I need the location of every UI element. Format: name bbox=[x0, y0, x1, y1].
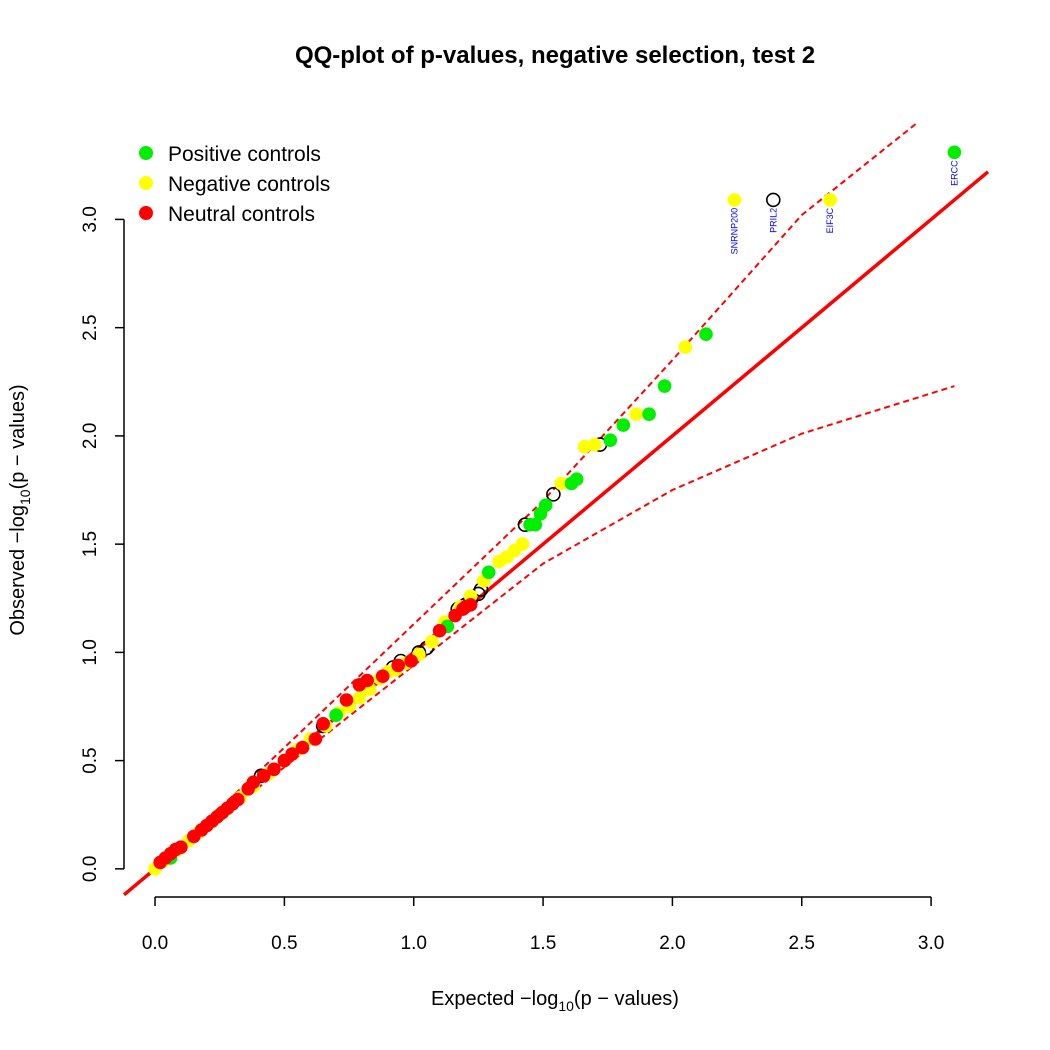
data-point bbox=[823, 193, 838, 207]
data-point bbox=[678, 340, 693, 354]
data-point bbox=[603, 433, 618, 448]
data-point bbox=[339, 693, 354, 707]
gene-label: EIF3C bbox=[825, 207, 835, 233]
data-point bbox=[642, 407, 656, 422]
data-point bbox=[538, 498, 553, 513]
x-tick-label: 1.5 bbox=[530, 933, 556, 954]
x-axis-label: Expected −log10(p − values) bbox=[431, 988, 679, 1014]
data-point bbox=[515, 537, 530, 551]
data-point bbox=[616, 418, 631, 432]
data-point bbox=[629, 407, 644, 422]
data-point bbox=[256, 768, 271, 783]
data-point bbox=[404, 654, 418, 668]
data-point bbox=[295, 740, 310, 755]
y-tick-label: 0.5 bbox=[80, 747, 101, 773]
data-point bbox=[316, 716, 331, 731]
data-point bbox=[546, 486, 561, 502]
confidence-band-upper bbox=[154, 121, 919, 870]
data-point bbox=[463, 597, 478, 612]
legend-label: Negative controls bbox=[168, 173, 330, 196]
data-point bbox=[432, 623, 447, 638]
data-point bbox=[174, 840, 188, 855]
data-point bbox=[285, 747, 299, 761]
legend: Positive controls Negative controls Neutra… bbox=[139, 143, 330, 226]
x-tick-label: 0.0 bbox=[142, 933, 168, 954]
data-point bbox=[391, 658, 406, 673]
data-point bbox=[569, 472, 584, 487]
data-point bbox=[329, 708, 343, 723]
data-point bbox=[699, 327, 713, 342]
data-point bbox=[352, 690, 367, 705]
y-tick-label: 2.5 bbox=[80, 314, 101, 340]
x-tick-label: 1.0 bbox=[401, 933, 427, 954]
data-point bbox=[308, 732, 323, 746]
legend-marker bbox=[139, 176, 153, 190]
legend-label: Positive controls bbox=[168, 143, 321, 166]
data-point bbox=[246, 775, 261, 790]
y-tick-label: 0.0 bbox=[80, 856, 101, 882]
legend-marker bbox=[139, 146, 153, 160]
y-tick-label: 1.0 bbox=[80, 639, 101, 665]
chart-title: QQ-plot of p-values, negative selection,… bbox=[295, 42, 815, 69]
data-point bbox=[657, 379, 672, 393]
data-points bbox=[148, 145, 962, 876]
y-tick-label: 2.0 bbox=[80, 423, 101, 449]
x-tick-label: 2.0 bbox=[659, 933, 685, 954]
gene-label: SNRNP200 bbox=[730, 208, 740, 255]
legend-marker bbox=[139, 206, 153, 220]
data-point bbox=[481, 565, 496, 580]
y-tick-label: 1.5 bbox=[80, 531, 101, 557]
data-point bbox=[727, 193, 742, 207]
data-point bbox=[947, 145, 962, 160]
x-tick-label: 2.5 bbox=[789, 933, 815, 954]
data-point bbox=[375, 669, 390, 684]
data-point bbox=[231, 792, 245, 807]
data-point bbox=[587, 437, 602, 452]
data-point bbox=[424, 634, 439, 649]
gene-label: ERCC bbox=[949, 160, 959, 186]
data-point bbox=[267, 762, 281, 777]
gene-label: PRIL2 bbox=[768, 208, 778, 233]
confidence-band-lower bbox=[154, 385, 955, 870]
gene-labels: SNRNP200 PRIL2 EIF3C ERCC bbox=[730, 160, 960, 255]
axes: 0.0 0.5 1.0 1.5 2.0 2.5 3.0 0.0 0.5 1.0 1.5 2.0 2.5 3… bbox=[80, 206, 944, 954]
y-tick-label: 3.0 bbox=[80, 206, 101, 232]
y-axis-label: Observed −log10(p − values) bbox=[7, 384, 33, 635]
data-point bbox=[528, 517, 543, 532]
data-point bbox=[360, 673, 375, 688]
data-point bbox=[765, 192, 781, 208]
x-tick-label: 0.5 bbox=[271, 933, 297, 954]
legend-label: Neutral controls bbox=[168, 203, 315, 226]
x-tick-label: 3.0 bbox=[918, 933, 944, 954]
